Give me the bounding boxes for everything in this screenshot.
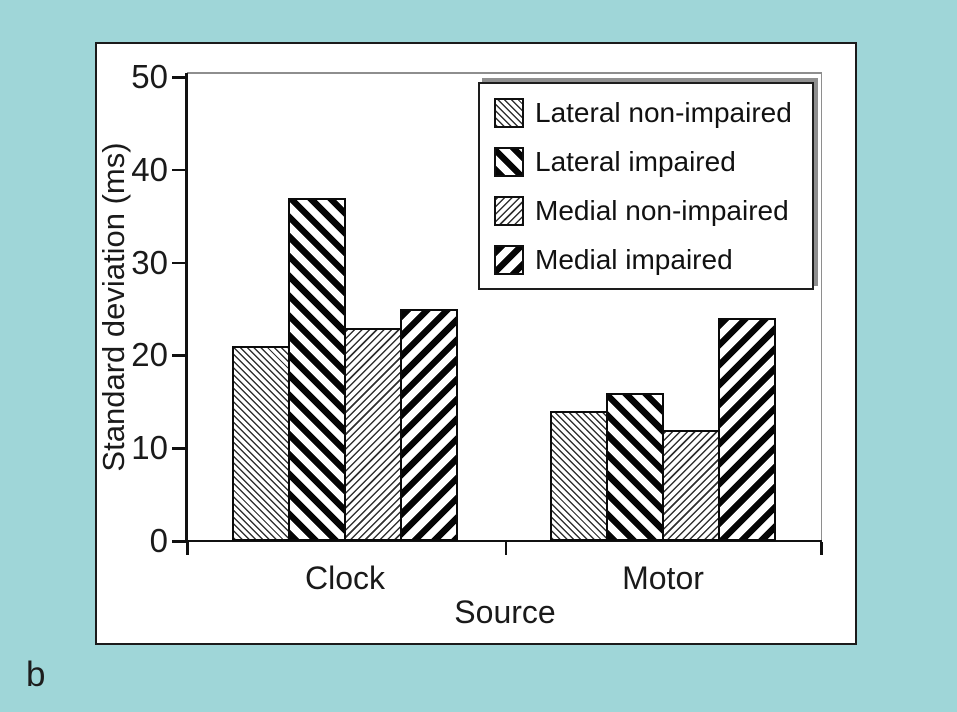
plot-frame-right (820, 73, 822, 540)
legend-label: Medial non-impaired (535, 194, 789, 226)
legend-item: Lateral non-impaired (494, 97, 812, 129)
bar-clock-lateral-impaired (288, 197, 346, 541)
legend-label: Lateral non-impaired (535, 96, 792, 128)
legend-swatch-thick-diagonal-backslash-icon (494, 146, 524, 177)
plot-frame-top (187, 72, 822, 74)
x-axis-title: Source (454, 594, 556, 630)
y-axis-line (185, 73, 188, 543)
legend-item: Medial non-impaired (494, 195, 812, 227)
legend-label: Lateral impaired (535, 145, 736, 177)
category-label-clock: Clock (304, 560, 385, 596)
y-tick-label: 10 (131, 429, 168, 467)
y-tick (172, 540, 186, 543)
bar-motor-medial-impaired (718, 318, 776, 541)
legend-box: Lateral non-impaired Lateral impaired Medi… (478, 82, 814, 290)
y-tick-label: 40 (131, 150, 168, 188)
y-tick-label: 20 (131, 336, 168, 374)
category-label-motor: Motor (622, 560, 704, 596)
legend-item: Medial impaired (494, 244, 812, 276)
x-axis-line (185, 539, 822, 542)
legend-swatch-thin-diagonal-backslash-icon (494, 97, 524, 128)
y-tick (172, 354, 186, 357)
y-tick (172, 168, 186, 172)
legend-swatch-thin-diagonal-forwardslash-icon (494, 195, 524, 226)
bar-motor-medial-non-impaired (662, 429, 720, 541)
y-tick (172, 447, 186, 450)
legend-label: Medial impaired (535, 243, 733, 275)
x-tick (504, 542, 507, 555)
bar-clock-medial-non-impaired (344, 327, 402, 541)
bar-motor-lateral-impaired (606, 392, 664, 541)
bar-motor-lateral-non-impaired (550, 411, 608, 541)
bar-clock-lateral-non-impaired (232, 346, 290, 541)
x-tick (186, 542, 189, 555)
figure-label: b (26, 655, 46, 694)
y-tick (172, 261, 186, 265)
y-axis-title: Standard deviation (ms) (96, 142, 131, 472)
legend-item: Lateral impaired (494, 146, 812, 178)
y-tick-label: 0 (149, 522, 168, 559)
bar-clock-medial-impaired (400, 309, 458, 541)
y-tick-label: 50 (131, 58, 168, 95)
legend-swatch-thick-diagonal-forwardslash-icon (494, 244, 524, 275)
y-tick (172, 76, 186, 79)
y-tick-label: 30 (131, 243, 168, 281)
x-tick (820, 542, 823, 555)
